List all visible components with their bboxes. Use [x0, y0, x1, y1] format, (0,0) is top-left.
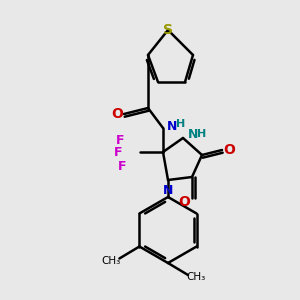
Text: F: F — [114, 146, 122, 160]
Text: O: O — [178, 195, 190, 209]
Text: O: O — [223, 143, 235, 157]
Text: O: O — [111, 107, 123, 121]
Text: H: H — [197, 129, 206, 139]
Text: S: S — [163, 23, 173, 37]
Text: N: N — [167, 119, 177, 133]
Text: N: N — [188, 128, 198, 140]
Text: CH₃: CH₃ — [186, 272, 206, 282]
Text: F: F — [118, 160, 126, 172]
Text: F: F — [116, 134, 124, 146]
Text: N: N — [163, 184, 173, 197]
Text: CH₃: CH₃ — [102, 256, 121, 266]
Text: H: H — [176, 119, 185, 129]
